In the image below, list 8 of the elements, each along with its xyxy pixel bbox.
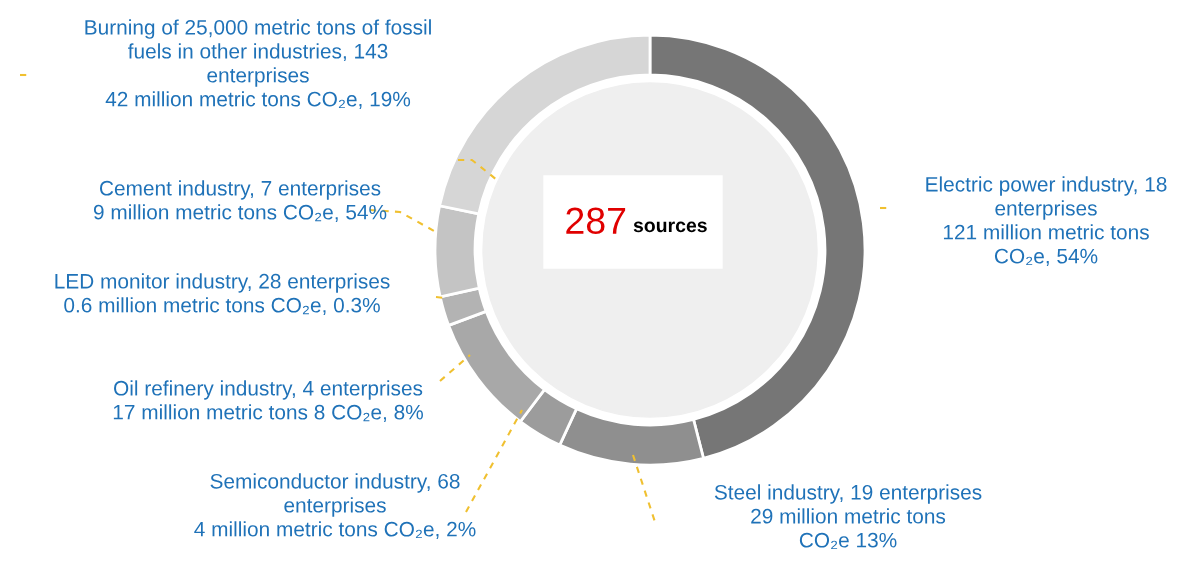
slice-label: LED monitor industry, 28 enterprises 0.6 million metric tons CO₂e, 0.3% [55,273,390,316]
text: 287 sources [566,207,707,235]
slice-label: Burning of 25,000 metric tons of fossil fuels in other industries, 143 enterprises 42 million metric tons CO₂e, 19% [85,19,431,109]
slice-label: Electric power industry, 18 enterprises 121 million metric tons CO₂e, 54% [926,176,1167,266]
slice-label: Cement industry, 7 enterprises 9 million metric tons CO₂e, 54% [93,180,387,223]
slice-label: Semiconductor industry, 68 enterprises 4 million metric tons CO₂e, 2% [194,473,476,539]
slice-label: Steel industry, 19 enterprises 29 million metric tons CO₂e 13% [714,484,982,550]
slice-label: Oil refinery industry, 4 enterprises 17 million metric tons 8 CO₂e, 8% [113,380,423,423]
